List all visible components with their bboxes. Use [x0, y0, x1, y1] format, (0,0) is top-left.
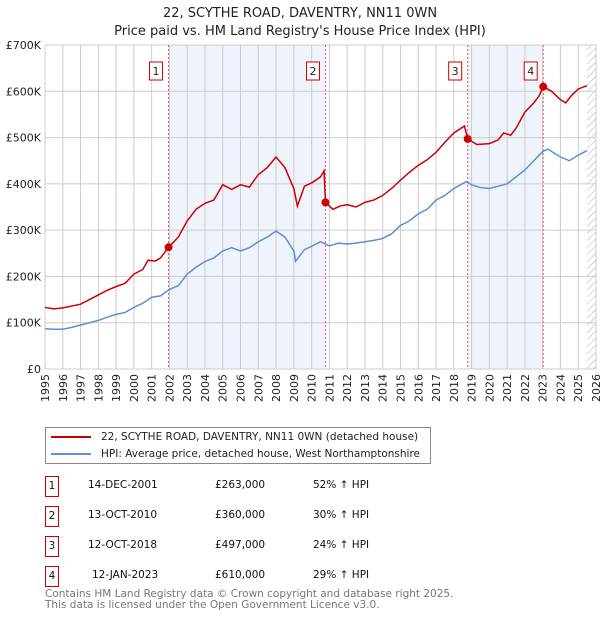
- sale-period-shade: [168, 45, 326, 369]
- transaction-hpi: 30% ↑ HPI: [313, 509, 370, 521]
- legend-label: 22, SCYTHE ROAD, DAVENTRY, NN11 0WN (det…: [101, 431, 419, 443]
- y-tick-label: £300K: [6, 224, 42, 237]
- transaction-date: 13-OCT-2010: [88, 509, 157, 521]
- x-tick-label: 2004: [199, 374, 212, 402]
- x-tick-label: 2001: [146, 374, 159, 402]
- x-tick-label: 2023: [537, 374, 550, 402]
- hpi-line: [44, 148, 588, 330]
- footer-line: Contains HM Land Registry data © Crown c…: [45, 588, 454, 600]
- footer: Contains HM Land Registry data © Crown c…: [45, 589, 453, 611]
- x-tick-label: 1999: [110, 374, 123, 402]
- sale-marker-box: [523, 61, 538, 81]
- property-price-line: [44, 85, 588, 310]
- transaction-date: 14-DEC-2001: [88, 479, 158, 491]
- sale-marker-box: [149, 61, 164, 81]
- sale-point: [321, 198, 330, 207]
- transaction-hpi: 52% ↑ HPI: [313, 479, 370, 491]
- legend-label: HPI: Average price, detached house, West…: [101, 448, 420, 460]
- y-tick-label: £0: [27, 363, 41, 376]
- sale-marker-label: 3: [452, 65, 459, 78]
- x-tick-label: 2013: [359, 374, 372, 402]
- x-tick-label: 2002: [163, 374, 176, 402]
- sale-marker-label: 1: [153, 65, 160, 78]
- transaction-hpi: 29% ↑ HPI: [313, 569, 370, 581]
- x-tick-label: 2000: [128, 374, 141, 402]
- x-tick-label: 2019: [466, 374, 479, 402]
- transaction-price: £263,000: [215, 479, 266, 491]
- x-tick-label: 1996: [57, 374, 70, 402]
- transaction-price: £497,000: [215, 539, 266, 551]
- sale-point: [539, 82, 548, 91]
- footer-line: This data is licensed under the Open Gov…: [45, 599, 380, 611]
- transaction-marker: 4: [45, 566, 59, 587]
- x-tick-label: 2020: [483, 374, 496, 402]
- x-tick-label: 1997: [75, 374, 88, 402]
- y-tick-label: £400K: [6, 178, 42, 191]
- y-tick-label: £700K: [6, 39, 42, 52]
- transaction-price: £360,000: [215, 509, 266, 521]
- legend-item-hpi: HPI: Average price, detached house, West…: [51, 448, 420, 460]
- x-tick-label: 2018: [448, 374, 461, 402]
- chart-subtitle: Price paid vs. HM Land Registry's House …: [114, 24, 486, 39]
- x-tick-label: 2012: [341, 374, 354, 402]
- x-tick-label: 2017: [430, 374, 443, 402]
- x-tick-label: 2015: [394, 374, 407, 402]
- transaction-price: £610,000: [215, 569, 266, 581]
- x-tick-label: 2011: [323, 374, 336, 402]
- legend-swatch-property: [51, 436, 91, 438]
- x-tick-label: 2016: [412, 374, 425, 402]
- transaction-date: 12-JAN-2023: [92, 569, 159, 581]
- x-tick-label: 2021: [501, 374, 514, 402]
- x-tick-label: 2025: [572, 374, 585, 402]
- y-tick-label: £500K: [6, 132, 42, 145]
- x-tick-label: 2010: [306, 374, 319, 402]
- x-tick-label: 2026: [590, 374, 600, 402]
- x-tick-label: 2007: [252, 374, 265, 402]
- transaction-marker: 3: [45, 536, 59, 557]
- legend-swatch-hpi: [51, 453, 91, 455]
- sale-point: [164, 243, 173, 252]
- y-tick-label: £100K: [6, 317, 42, 330]
- x-tick-label: 1995: [39, 374, 52, 402]
- x-tick-label: 2003: [181, 374, 194, 402]
- x-tick-label: 2006: [235, 374, 248, 402]
- sale-period-shade: [467, 45, 544, 369]
- transaction-date: 12-OCT-2018: [88, 539, 157, 551]
- sale-point: [463, 134, 472, 143]
- y-tick-label: £200K: [6, 270, 42, 283]
- x-tick-label: 2009: [288, 374, 301, 402]
- y-tick-label: £600K: [6, 85, 42, 98]
- x-tick-label: 2022: [519, 374, 532, 402]
- sale-marker-box: [448, 61, 463, 81]
- x-tick-label: 2008: [270, 374, 283, 402]
- transaction-marker: 2: [45, 506, 59, 527]
- x-tick-label: 2014: [377, 374, 390, 402]
- price-chart: 1995 1996 1997 1998 1999 2000 2001 2002 2003 2004…: [6, 39, 600, 402]
- legend: 22, SCYTHE ROAD, DAVENTRY, NN11 0WN (det…: [45, 427, 431, 464]
- forecast-hatch: [587, 45, 596, 369]
- transaction-hpi: 24% ↑ HPI: [313, 539, 370, 551]
- sale-marker-box: [305, 61, 320, 81]
- sale-marker-label: 4: [527, 65, 534, 78]
- legend-item-property: 22, SCYTHE ROAD, DAVENTRY, NN11 0WN (det…: [51, 431, 418, 443]
- x-tick-label: 2005: [217, 374, 230, 402]
- x-tick-label: 1998: [92, 374, 105, 402]
- x-tick-label: 2024: [554, 374, 567, 402]
- transaction-marker: 1: [45, 476, 59, 497]
- sale-marker-label: 2: [309, 65, 316, 78]
- chart-title: 22, SCYTHE ROAD, DAVENTRY, NN11 0WN: [162, 6, 438, 21]
